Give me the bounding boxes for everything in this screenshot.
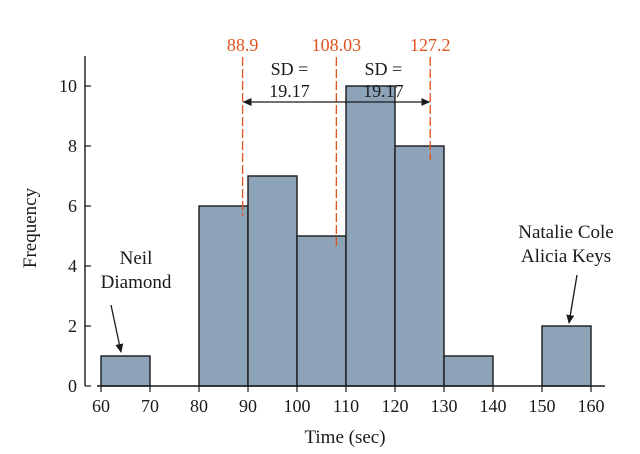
plot-area	[100, 85, 592, 387]
sd-label-line2: 19.17	[269, 81, 310, 101]
reference-line-label: 88.9	[227, 35, 259, 55]
histogram-bar	[443, 355, 494, 387]
annotations: Neil Diamond Natalie Cole Alicia Keys	[101, 222, 614, 353]
reference-line-label: 108.03	[312, 35, 362, 55]
x-tick-label: 140	[480, 396, 507, 416]
sd-label-line1: SD =	[364, 59, 402, 79]
histogram-bar	[296, 235, 347, 387]
histogram-bar	[198, 205, 249, 387]
x-tick-label: 130	[431, 396, 458, 416]
annotation-text: Neil	[120, 248, 153, 269]
x-axis-title: Time (sec)	[304, 427, 385, 448]
histogram-bar	[345, 85, 396, 387]
y-tick-label: 8	[68, 136, 77, 156]
sd-label-line1: SD =	[271, 59, 309, 79]
x-tick-label: 100	[284, 396, 311, 416]
x-tick-label: 70	[141, 396, 159, 416]
x-tick-label: 150	[529, 396, 556, 416]
annotation-arrow	[566, 274, 578, 324]
reference-line-label: 127.2	[410, 35, 451, 55]
sd-label-line2: 19.17	[363, 81, 404, 101]
histogram-bar	[541, 325, 592, 387]
annotation-text: Diamond	[101, 272, 172, 293]
x-tick-label: 160	[578, 396, 605, 416]
x-tick-label: 90	[239, 396, 257, 416]
y-tick-label: 0	[68, 376, 77, 396]
x-tick-label: 120	[382, 396, 409, 416]
y-tick-label: 10	[59, 76, 77, 96]
annotation-text: Alicia Keys	[521, 246, 611, 267]
annotation-arrow	[110, 304, 124, 353]
x-tick-label: 110	[333, 396, 359, 416]
x-tick-label: 80	[190, 396, 208, 416]
axes: 60 70 80 90 100 110 120 130 140 150 160 0 2 4 6 8 10	[59, 56, 605, 416]
y-tick-label: 6	[68, 196, 77, 216]
histogram-bar	[247, 175, 298, 387]
y-axis-title: Frequency	[20, 187, 41, 268]
histogram-bar	[394, 145, 445, 387]
annotation-text: Natalie Cole	[518, 222, 614, 243]
y-tick-label: 4	[68, 256, 77, 276]
histogram-bar	[100, 355, 151, 387]
y-tick-label: 2	[68, 316, 77, 336]
x-tick-label: 60	[92, 396, 110, 416]
